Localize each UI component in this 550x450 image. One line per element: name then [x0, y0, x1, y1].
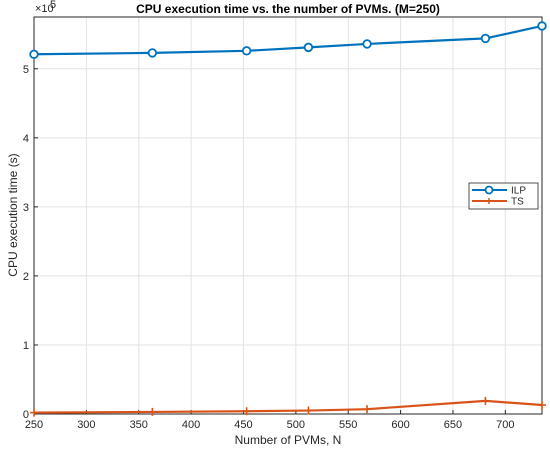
ts-data-point: [242, 407, 251, 416]
y-exponent-base: ×10: [35, 3, 54, 15]
data-series: [29, 21, 547, 417]
ilp-data-point: [147, 48, 158, 58]
y-exponent-power: 5: [50, 0, 56, 11]
x-tick-label: 700: [496, 419, 514, 431]
x-tick-label: 300: [77, 419, 95, 431]
x-tick-label: 400: [182, 419, 200, 431]
x-tick-label: 250: [25, 419, 43, 431]
chart-title: CPU execution time vs. the number of PVM…: [136, 2, 440, 16]
legend-ilp-label: ILP: [511, 186, 526, 197]
y-axis-exponent: ×10 5: [35, 0, 56, 15]
ts-data-point: [363, 405, 372, 414]
ts-data-point: [30, 408, 38, 417]
x-tick-label: 550: [339, 419, 357, 431]
y-tick-label: 0: [23, 409, 29, 421]
grid-lines: [34, 17, 542, 414]
y-tick-label: 3: [23, 202, 29, 214]
ilp-data-point: [480, 33, 491, 44]
y-tick-label: 1: [23, 340, 29, 352]
legend-ts-marker: [486, 198, 492, 204]
y-axis-label: CPU execution time (s): [6, 153, 20, 276]
ilp-data-point: [241, 46, 252, 56]
ts-data-point: [538, 401, 546, 410]
x-tick-label: 500: [287, 419, 305, 431]
axis-ticks: 250 300 350 400 450 500 550 600 650 700 0 1 2 3 4 5: [23, 64, 515, 431]
ts-data-point: [148, 407, 157, 416]
legend-ilp-marker: [484, 185, 494, 195]
x-axis-label: Number of PVMs, N: [235, 433, 342, 447]
ts-data-point: [304, 406, 313, 415]
legend: ILP TS: [468, 182, 539, 210]
ilp-data-point: [303, 42, 314, 53]
y-tick-label: 5: [23, 64, 29, 76]
x-tick-label: 450: [234, 419, 252, 431]
ilp-data-point: [29, 49, 39, 59]
legend-ts-label: TS: [511, 197, 524, 208]
legend-box: [468, 182, 539, 210]
ilp-data-point: [362, 39, 372, 49]
ts-data-point: [481, 396, 490, 405]
y-tick-label: 4: [23, 133, 29, 145]
plot-area-frame: [33, 16, 543, 415]
x-tick-label: 350: [130, 419, 148, 431]
x-tick-label: 650: [444, 419, 462, 431]
ilp-data-point: [537, 21, 547, 31]
y-tick-label: 2: [23, 271, 29, 283]
x-tick-label: 600: [391, 419, 409, 431]
